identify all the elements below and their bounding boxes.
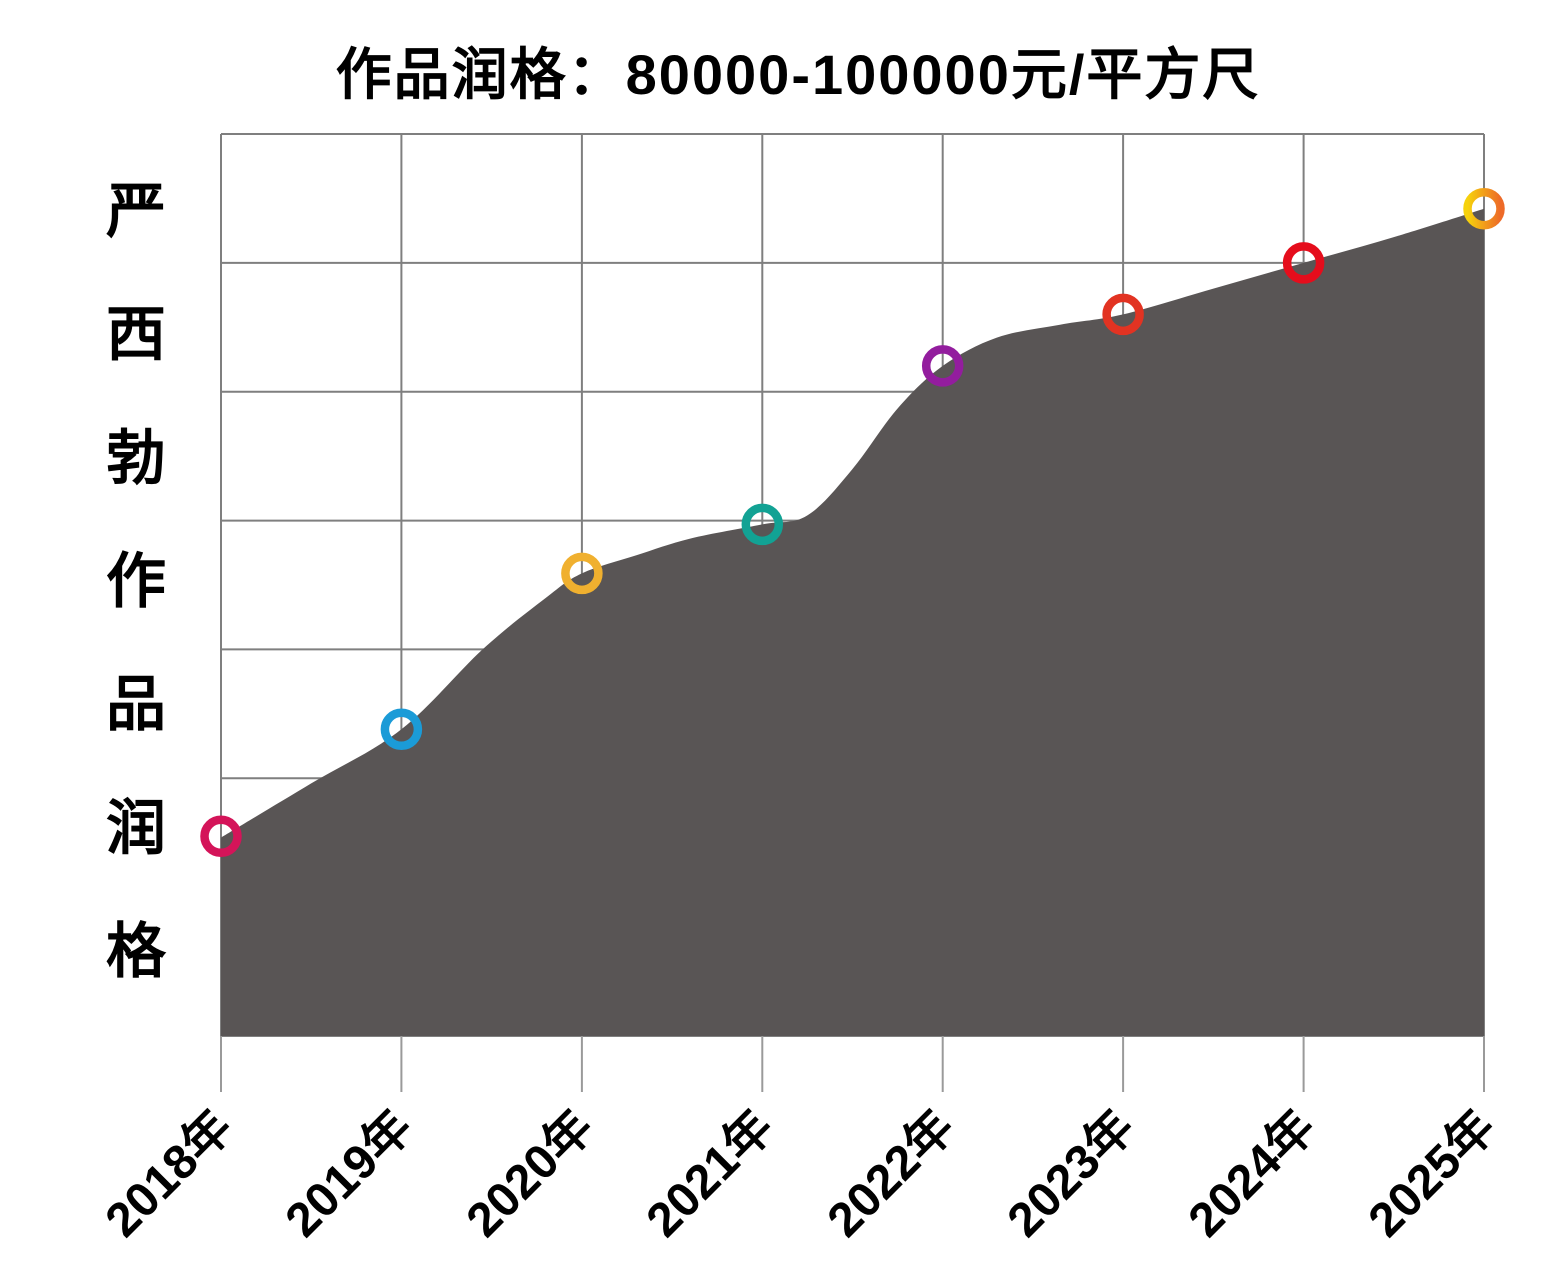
data-point-marker-2019年 [380, 708, 423, 751]
data-point-marker-2025年 [1463, 187, 1505, 230]
y-axis-label-char: 西 [106, 301, 166, 369]
y-axis-label-char: 作 [106, 547, 166, 615]
data-point-marker-2024年 [1282, 242, 1325, 284]
y-axis-label-char: 勃 [106, 424, 166, 492]
x-axis-label-2021: 2021年 [637, 1100, 784, 1247]
data-point-marker-2020年 [561, 552, 603, 595]
data-point-marker-2022年 [921, 345, 964, 387]
x-axis-label-2023: 2023年 [998, 1100, 1145, 1247]
y-axis-label-char: 品 [106, 671, 166, 739]
x-axis-label-2020: 2020年 [457, 1100, 604, 1247]
y-axis-label-char: 润 [106, 794, 166, 862]
y-axis-label-char: 严 [106, 178, 166, 245]
data-point-marker-2021年 [741, 503, 784, 546]
data-point-marker-2023年 [1102, 293, 1144, 336]
x-axis-label-2022: 2022年 [818, 1100, 965, 1247]
data-point-marker-2018年 [200, 815, 242, 858]
x-axis-label-2018: 2018年 [96, 1100, 243, 1247]
y-axis-label: 严 西 勃 作 品 润 格 [100, 182, 172, 982]
y-axis-label-char: 格 [106, 917, 166, 985]
x-axis-label-2024: 2024年 [1179, 1100, 1326, 1247]
price-area-fill [221, 208, 1484, 1036]
chart-title: 作品润格：80000-100000元/平方尺 [335, 43, 1261, 106]
x-axis-label-2019: 2019年 [276, 1100, 423, 1247]
x-axis-label-2025: 2025年 [1359, 1100, 1506, 1247]
